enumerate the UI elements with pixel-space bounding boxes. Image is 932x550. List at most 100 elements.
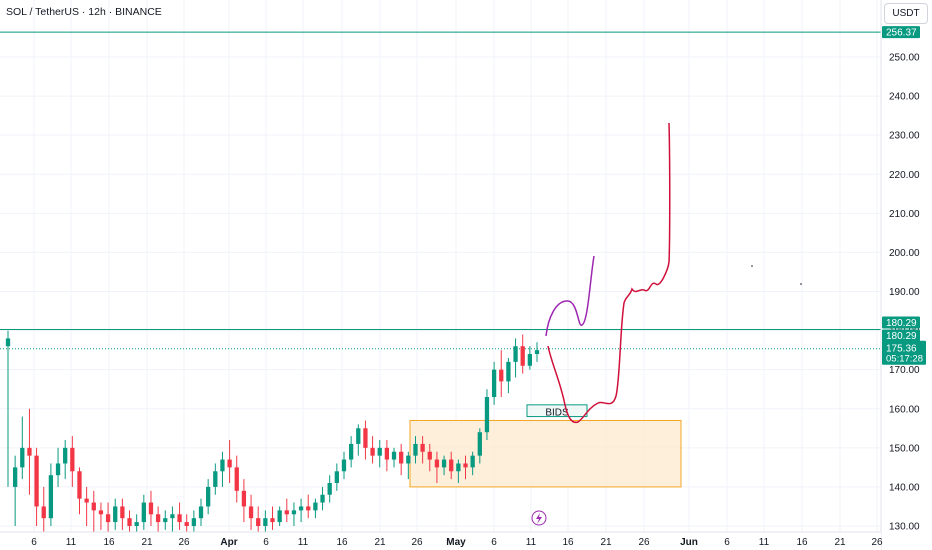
- candle-body: [113, 506, 118, 523]
- candle-body: [213, 471, 218, 487]
- candle: [413, 436, 418, 464]
- candle: [399, 443, 404, 476]
- candle: [84, 486, 89, 526]
- candle: [384, 440, 390, 472]
- candle: [348, 436, 354, 468]
- candle-body: [327, 483, 332, 495]
- candle-body: [477, 432, 482, 456]
- candle-body: [184, 522, 189, 526]
- candle: [34, 447, 39, 526]
- candle-body: [484, 397, 490, 433]
- x-tick-label: 11: [526, 537, 537, 548]
- y-tick-label: 250.00: [889, 53, 920, 64]
- candle-body: [127, 518, 132, 526]
- candle: [113, 498, 118, 530]
- level-tag-a: 180.29: [886, 318, 917, 329]
- x-tick-label: 26: [871, 537, 883, 548]
- candle: [506, 357, 511, 394]
- candle-body: [391, 451, 397, 460]
- y-tick-label: 190.00: [889, 287, 920, 298]
- candles-series: [5, 330, 540, 534]
- candle: [427, 443, 432, 472]
- candle-body: [206, 486, 211, 507]
- candle-body: [427, 451, 432, 460]
- x-tick-label: 11: [298, 537, 309, 548]
- candle: [341, 451, 347, 480]
- candle-body: [449, 459, 454, 472]
- candle-body: [320, 494, 325, 503]
- candle: [406, 451, 411, 480]
- candle-body: [248, 506, 254, 519]
- candle: [206, 479, 211, 515]
- x-tick-label: 11: [759, 537, 770, 548]
- candle-body: [399, 451, 404, 464]
- candle: [320, 486, 325, 511]
- candle-body: [306, 506, 311, 511]
- level-tag-top-bg: [882, 26, 920, 39]
- candle: [306, 494, 311, 519]
- candle-body: [534, 350, 540, 355]
- candle-body: [141, 502, 146, 523]
- candle: [470, 451, 475, 476]
- candle: [277, 506, 282, 526]
- candle-body: [41, 506, 46, 519]
- candle-body: [120, 506, 125, 519]
- candle: [20, 416, 25, 480]
- candle: [70, 436, 75, 487]
- candle: [148, 490, 154, 526]
- candle-body: [5, 338, 11, 347]
- candle-body: [420, 443, 425, 452]
- candle: [127, 510, 132, 534]
- candle-body: [34, 455, 39, 507]
- candle-body: [220, 459, 225, 472]
- x-tick-label: 21: [834, 537, 846, 548]
- y-tick-label: 170.00: [889, 365, 920, 376]
- purple-path-drawing: [545, 255, 595, 337]
- candle: [198, 498, 204, 526]
- candle: [513, 338, 518, 378]
- red-path-drawing: [547, 122, 671, 424]
- candle-body: [20, 447, 25, 468]
- candle: [170, 506, 175, 534]
- currency-selector[interactable]: USDT: [884, 3, 928, 24]
- candle: [391, 447, 397, 468]
- candle-body: [499, 369, 504, 382]
- candle: [463, 455, 468, 480]
- candle: [420, 436, 425, 464]
- candle: [91, 490, 96, 534]
- candle-body: [313, 502, 318, 511]
- candle-body: [470, 455, 475, 468]
- candle-body: [198, 506, 204, 519]
- x-tick-label: 11: [66, 537, 77, 548]
- candle-body: [377, 447, 382, 456]
- level-tag-a-bg: [882, 316, 920, 329]
- candle-body: [341, 459, 347, 472]
- candle-body: [363, 428, 368, 448]
- candle-body: [334, 471, 339, 484]
- candle-body: [70, 447, 75, 472]
- candle: [334, 463, 339, 491]
- y-tick-label: 140.00: [889, 482, 920, 493]
- candle-body: [291, 510, 297, 515]
- x-tick-label: Apr: [220, 537, 237, 548]
- x-tick-label: 6: [724, 537, 730, 548]
- candle-body: [456, 463, 461, 472]
- candle: [298, 498, 304, 523]
- chart-annotations: BIDS: [0, 31, 881, 488]
- candle: [370, 436, 375, 464]
- trend-drawings: [531, 122, 802, 526]
- y-tick-label: 240.00: [889, 92, 920, 103]
- x-tick-label: 16: [336, 537, 348, 548]
- candle-body: [506, 361, 511, 382]
- price-axis-bg: [881, 0, 932, 550]
- candle-body: [406, 455, 411, 464]
- candle: [234, 455, 239, 503]
- candle-body: [91, 502, 96, 511]
- candle: [120, 498, 125, 530]
- candle-body: [434, 459, 440, 468]
- candle: [41, 486, 46, 534]
- countdown-label: 05:17:28: [886, 354, 923, 365]
- candle: [377, 440, 382, 468]
- candle-body: [513, 346, 518, 362]
